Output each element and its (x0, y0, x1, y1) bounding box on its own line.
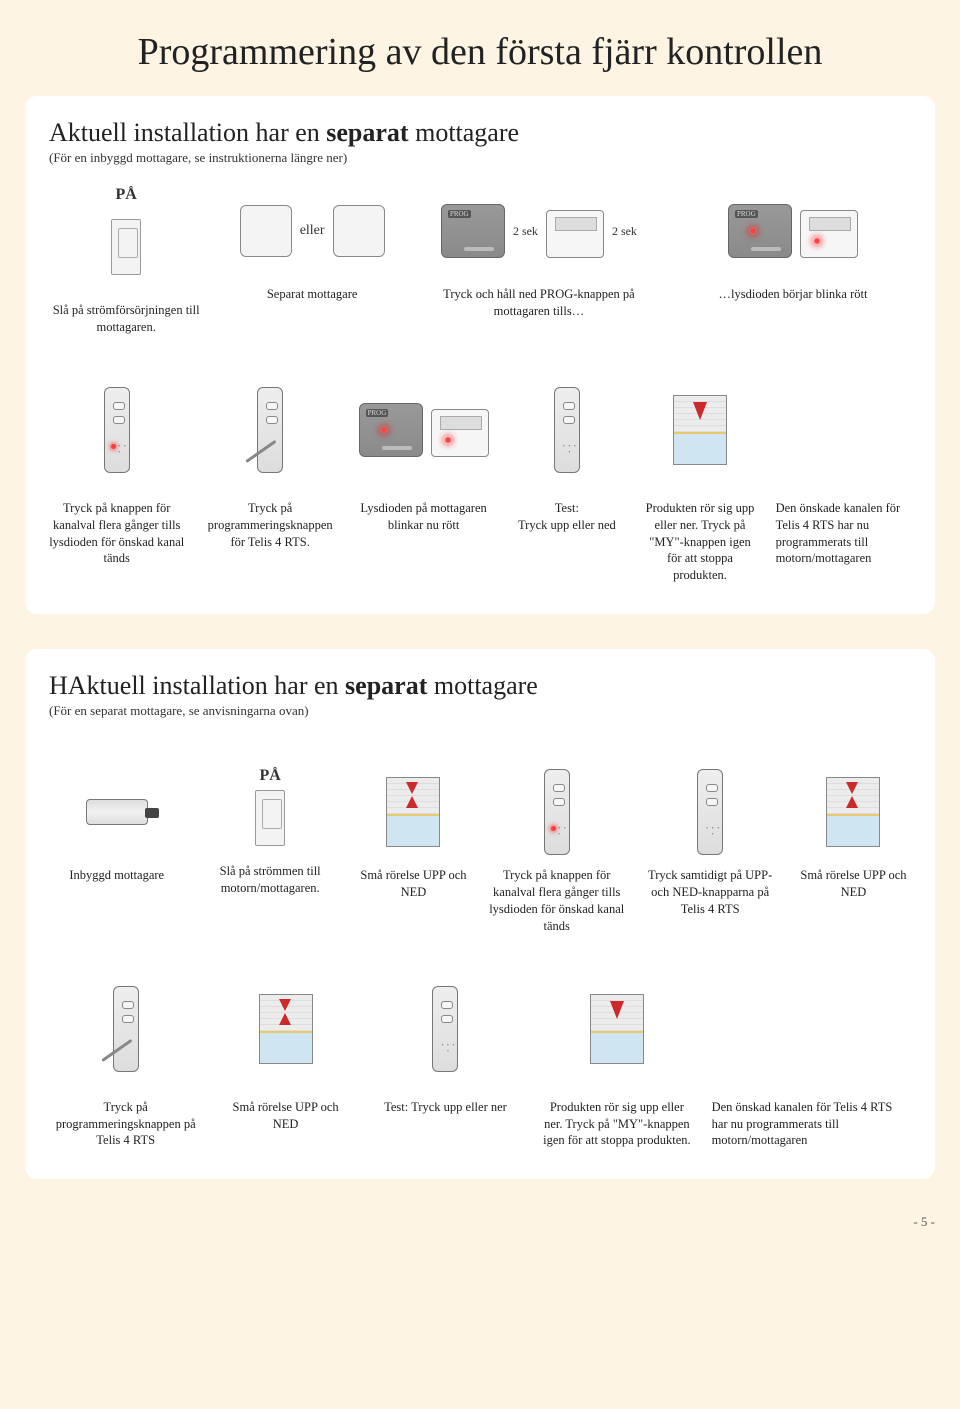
pen-icon (101, 1026, 141, 1066)
pcb-led-icon (431, 409, 489, 457)
caption: Tryck samtidigt på UPP- och NED-knapparn… (642, 867, 777, 918)
step-prog-button-remote-2: Tryck på programmeringsknappen på Telis … (49, 969, 202, 1150)
caption: Tryck och håll ned PROG-knappen på motta… (421, 286, 657, 320)
panel2-title: HAktuell installation har en separat mot… (49, 671, 911, 701)
panel1-title-pre: Aktuell installation har en (49, 118, 326, 147)
caption: Inbyggd mottagare (69, 867, 164, 884)
caption: Tryck på programmeringsknappen för Telis… (202, 500, 337, 551)
blind-jog-icon (386, 777, 440, 847)
caption: Tryck på programmeringsknappen på Telis … (49, 1099, 202, 1150)
panel1-row1: PÅ Slå på strömförsörjningen till mottag… (49, 186, 911, 336)
receiver-box-icon (240, 205, 292, 257)
blind-jog-icon (826, 777, 880, 847)
page-number: - 5 - (25, 1214, 935, 1230)
remote-icon: • • • • (432, 986, 458, 1072)
blind-icon (590, 994, 644, 1064)
step-channel-select-2: • • • • Tryck på knappen för kanalval fl… (489, 767, 624, 935)
caption: Små rörelse UPP och NED (796, 867, 911, 901)
panel1-row2: • • • • Tryck på knappen för kanalval fl… (49, 370, 911, 584)
pcb-icon (546, 210, 604, 258)
step-prog-button-remote: Tryck på programmeringsknappen för Telis… (202, 370, 337, 551)
panel2-row1: Inbyggd mottagare PÅ Slå på strömmen til… (49, 767, 911, 935)
panel2-row2: Tryck på programmeringsknappen på Telis … (49, 969, 911, 1150)
caption: Produkten rör sig upp eller ner. Tryck p… (642, 500, 757, 584)
step-led-blinks: …lysdioden börjar blinka rött (675, 186, 911, 303)
panel2-title-post: mottagare (427, 671, 537, 700)
panel-builtin-receiver: HAktuell installation har en separat mot… (25, 649, 935, 1179)
step-done-2: Den önskad kanalen för Telis 4 RTS har n… (712, 969, 911, 1150)
caption: Tryck på knappen för kanalval flera gång… (49, 500, 184, 568)
receiver-prog-icon (441, 204, 505, 258)
caption: Slå på strömförsörjningen till mottagare… (49, 302, 203, 336)
step-jog1: Små rörelse UPP och NED (356, 767, 471, 901)
power-switch-icon (111, 219, 141, 275)
power-switch-icon (255, 790, 285, 846)
caption: Den önskad kanalen för Telis 4 RTS har n… (712, 1099, 911, 1150)
receiver-box-icon (333, 205, 385, 257)
step-test-2: • • • • Test: Tryck upp eller ner (369, 969, 522, 1116)
caption: Separat mottagare (267, 286, 358, 303)
panel2-title-pre: HAktuell installation har en (49, 671, 345, 700)
or-label: eller (300, 223, 325, 239)
blind-jog-icon (259, 994, 313, 1064)
caption: Test: Tryck upp eller ner (384, 1099, 507, 1116)
caption: …lysdioden börjar blinka rött (719, 286, 868, 303)
panel2-title-bold: separat (345, 671, 427, 700)
panel1-title-bold: separat (326, 118, 408, 147)
step-jog3: Små rörelse UPP och NED (220, 969, 350, 1133)
caption: Den önskade kanalen för Telis 4 RTS har … (776, 500, 911, 568)
timer-label: 2 sek (612, 224, 637, 239)
step-moves-2: Produkten rör sig upp eller ner. Tryck p… (540, 969, 693, 1150)
caption: Små rörelse UPP och NED (356, 867, 471, 901)
receiver-led-icon (359, 403, 423, 457)
caption: Test: Tryck upp eller ned (518, 500, 616, 534)
step-product-moves: Produkten rör sig upp eller ner. Tryck p… (642, 370, 757, 584)
panel1-subtitle: (För en inbyggd mottagare, se instruktio… (49, 150, 911, 166)
caption: Slå på strömmen till motorn/mottagaren. (202, 863, 337, 897)
motor-icon (86, 799, 148, 825)
step-jog2: Små rörelse UPP och NED (796, 767, 911, 901)
step-power-on: PÅ Slå på strömförsörjningen till mottag… (49, 186, 203, 336)
step-separate-receiver: eller Separat mottagare (221, 186, 403, 303)
panel-separate-receiver: Aktuell installation har en separat mott… (25, 96, 935, 614)
step-done: Den önskade kanalen för Telis 4 RTS har … (776, 370, 911, 568)
step-press-prog: 2 sek 2 sek Tryck och håll ned PROG-knap… (421, 186, 657, 320)
remote-icon: • • • • (697, 769, 723, 855)
caption: Lysdioden på mottagaren blinkar nu rött (356, 500, 491, 534)
pcb-led-icon (800, 210, 858, 258)
remote-icon: • • • • (104, 387, 130, 473)
step-test: • • • • Test: Tryck upp eller ned (509, 370, 624, 534)
step-press-up-down: • • • • Tryck samtidigt på UPP- och NED-… (642, 767, 777, 918)
blind-icon (673, 395, 727, 465)
step-builtin-receiver: Inbyggd mottagare (49, 767, 184, 884)
receiver-led-icon (728, 204, 792, 258)
panel1-title-post: mottagare (409, 118, 519, 147)
step-receiver-blinks: Lysdioden på mottagaren blinkar nu rött (356, 370, 491, 534)
caption: Tryck på knappen för kanalval flera gång… (489, 867, 624, 935)
caption: Produkten rör sig upp eller ner. Tryck p… (540, 1099, 693, 1150)
caption: Små rörelse UPP och NED (220, 1099, 350, 1133)
remote-icon: • • • • (554, 387, 580, 473)
pen-icon (245, 427, 285, 467)
step-power-on-motor: PÅ Slå på strömmen till motorn/mottagare… (202, 767, 337, 897)
panel1-title: Aktuell installation har en separat mott… (49, 118, 911, 148)
remote-icon: • • • • (544, 769, 570, 855)
page-title: Programmering av den första fjärr kontro… (25, 30, 935, 74)
timer-label: 2 sek (513, 224, 538, 239)
panel2-subtitle: (För en separat mottagare, se anvisninga… (49, 703, 911, 719)
step-channel-select: • • • • Tryck på knappen för kanalval fl… (49, 370, 184, 568)
